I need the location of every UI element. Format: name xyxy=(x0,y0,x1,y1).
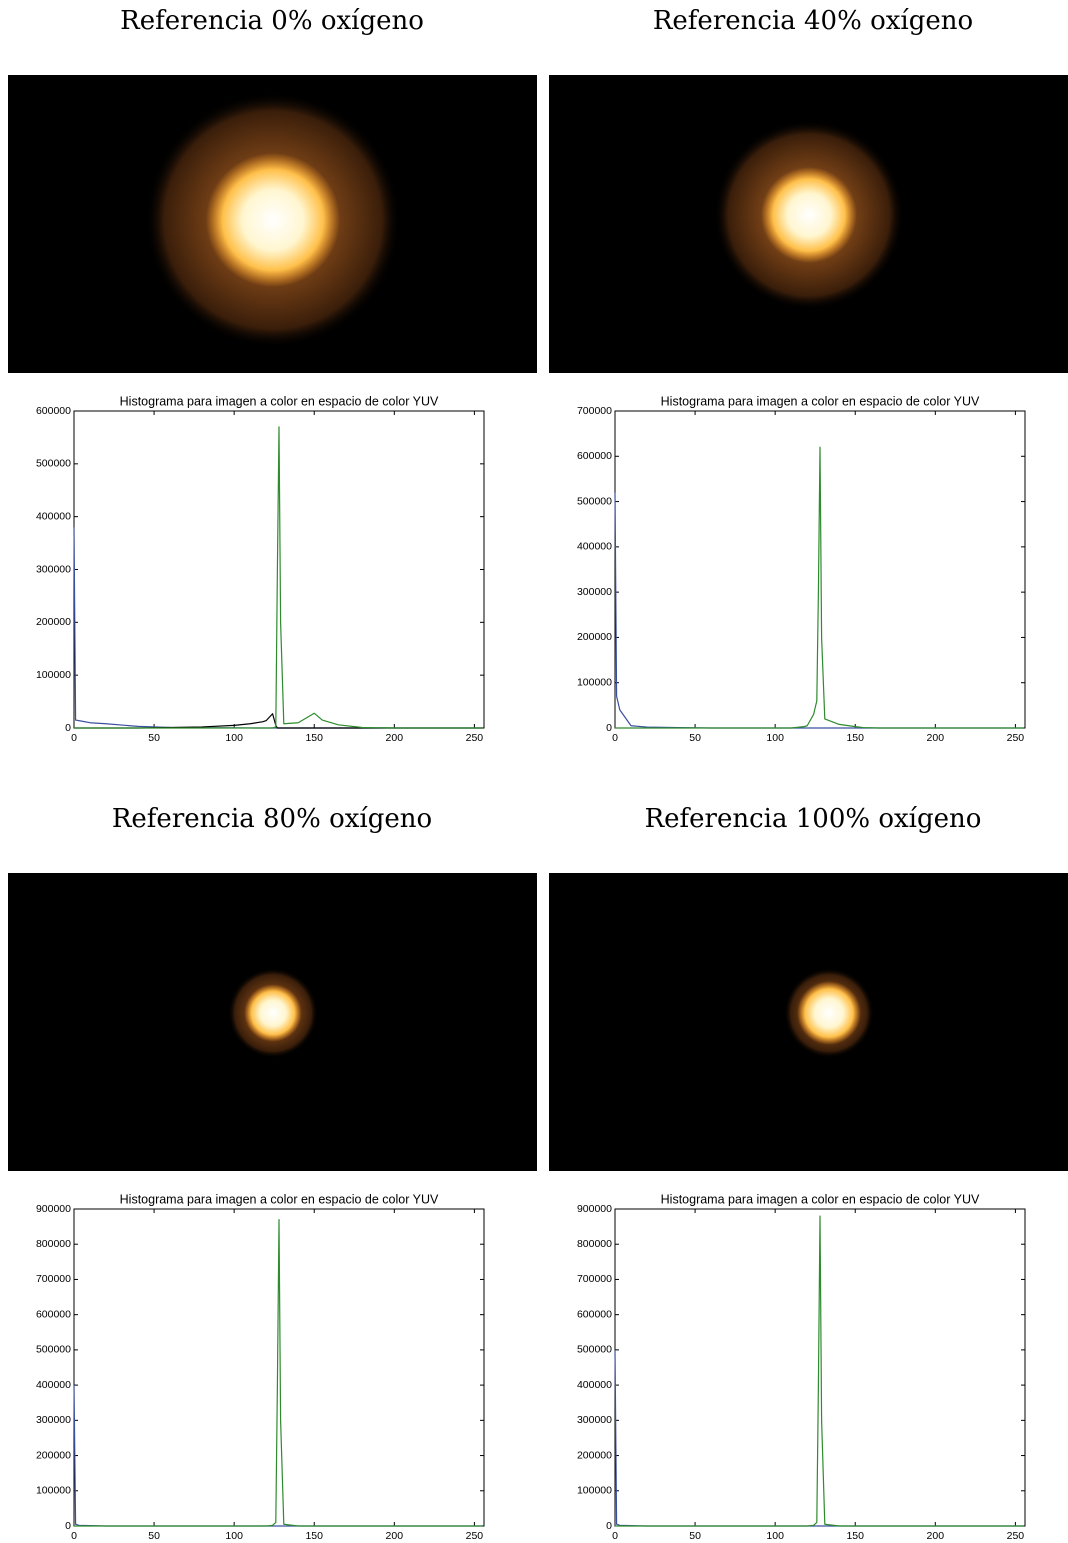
y-tick-label: 100000 xyxy=(577,676,612,688)
y-tick-label: 900000 xyxy=(577,1203,612,1215)
x-tick-label: 50 xyxy=(689,732,701,744)
panel-heading: Referencia 0% oxígeno xyxy=(120,6,424,36)
x-tick-label: 250 xyxy=(466,732,484,744)
x-tick-label: 200 xyxy=(386,732,404,744)
chart-title: Histograma para imagen a color en espaci… xyxy=(120,394,439,408)
x-tick-label: 200 xyxy=(927,732,945,744)
y-tick-label: 400000 xyxy=(36,1379,71,1391)
x-tick-label: 150 xyxy=(846,1530,864,1542)
y-tick-label: 200000 xyxy=(36,1449,71,1461)
x-tick-label: 50 xyxy=(689,1530,701,1542)
photo-core xyxy=(761,167,857,263)
x-tick-label: 100 xyxy=(766,1530,784,1542)
y-tick-label: 500000 xyxy=(577,1344,612,1356)
y-tick-label: 400000 xyxy=(577,541,612,553)
y-tick-label: 400000 xyxy=(577,1379,612,1391)
chart-title: Histograma para imagen a color en espaci… xyxy=(661,1192,980,1206)
chart-title: Histograma para imagen a color en espaci… xyxy=(120,1192,439,1206)
x-tick-label: 150 xyxy=(305,732,323,744)
x-tick-label: 50 xyxy=(148,732,160,744)
y-tick-label: 700000 xyxy=(577,405,612,417)
figure: Referencia 0% oxígeno0100000200000300000… xyxy=(0,0,1068,1543)
y-tick-label: 100000 xyxy=(36,1485,71,1497)
x-tick-label: 200 xyxy=(386,1530,404,1542)
panel-heading: Referencia 40% oxígeno xyxy=(653,6,973,36)
y-tick-label: 200000 xyxy=(577,1449,612,1461)
y-tick-label: 500000 xyxy=(36,458,71,470)
y-tick-label: 500000 xyxy=(577,495,612,507)
x-tick-label: 250 xyxy=(1007,732,1025,744)
y-tick-label: 600000 xyxy=(577,1308,612,1320)
x-tick-label: 0 xyxy=(612,732,618,744)
x-tick-label: 100 xyxy=(766,732,784,744)
y-tick-label: 300000 xyxy=(36,563,71,575)
chart-title: Histograma para imagen a color en espaci… xyxy=(661,394,980,408)
y-tick-label: 400000 xyxy=(36,510,71,522)
y-tick-label: 600000 xyxy=(577,450,612,462)
y-tick-label: 700000 xyxy=(577,1273,612,1285)
panel-heading: Referencia 80% oxígeno xyxy=(112,804,432,834)
y-tick-label: 300000 xyxy=(577,1414,612,1426)
y-tick-label: 100000 xyxy=(577,1485,612,1497)
x-tick-label: 0 xyxy=(71,732,77,744)
x-tick-label: 100 xyxy=(225,1530,243,1542)
panel-heading: Referencia 100% oxígeno xyxy=(645,804,982,834)
x-tick-label: 0 xyxy=(71,1530,77,1542)
photo-core xyxy=(244,984,302,1042)
x-tick-label: 250 xyxy=(466,1530,484,1542)
y-tick-label: 900000 xyxy=(36,1203,71,1215)
y-tick-label: 300000 xyxy=(577,586,612,598)
y-tick-label: 700000 xyxy=(36,1273,71,1285)
x-tick-label: 150 xyxy=(846,732,864,744)
y-tick-label: 800000 xyxy=(36,1238,71,1250)
x-tick-label: 100 xyxy=(225,732,243,744)
x-tick-label: 150 xyxy=(305,1530,323,1542)
photo-core xyxy=(206,153,340,287)
y-tick-label: 500000 xyxy=(36,1344,71,1356)
x-tick-label: 200 xyxy=(927,1530,945,1542)
x-tick-label: 250 xyxy=(1007,1530,1025,1542)
y-tick-label: 200000 xyxy=(36,616,71,628)
y-tick-label: 100000 xyxy=(36,669,71,681)
y-tick-label: 600000 xyxy=(36,405,71,417)
photo-core xyxy=(797,981,861,1045)
y-tick-label: 800000 xyxy=(577,1238,612,1250)
x-tick-label: 50 xyxy=(148,1530,160,1542)
x-tick-label: 0 xyxy=(612,1530,618,1542)
y-tick-label: 600000 xyxy=(36,1308,71,1320)
y-tick-label: 300000 xyxy=(36,1414,71,1426)
y-tick-label: 200000 xyxy=(577,631,612,643)
